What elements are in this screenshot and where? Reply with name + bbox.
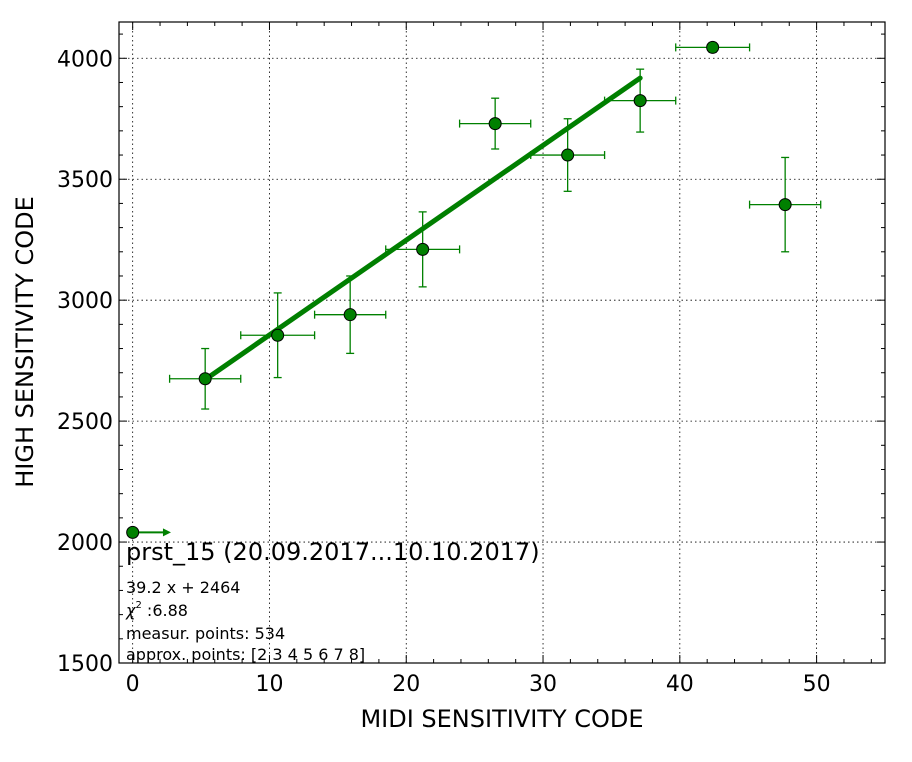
- chi-symbol: χ: [125, 601, 136, 620]
- y-tick-label: 3500: [57, 168, 113, 193]
- data-point-marker: [416, 242, 430, 256]
- annotation-chi: χ2 :6.88: [125, 600, 188, 620]
- data-point: [748, 156, 822, 253]
- x-tick-label: 40: [666, 672, 694, 697]
- x-arrow-head: [162, 528, 171, 537]
- x-axis-label: MIDI SENSITIVITY CODE: [360, 705, 643, 733]
- data-point: [530, 118, 606, 192]
- data-point-marker: [778, 198, 792, 212]
- data-point: [458, 97, 532, 150]
- data-points: [126, 40, 822, 539]
- y-tick-label: 1500: [57, 652, 113, 677]
- plot-frame: [118, 21, 886, 664]
- x-tick-label: 50: [803, 672, 831, 697]
- grid: [119, 22, 885, 664]
- data-point-marker: [198, 372, 212, 386]
- x-tick-labels: 0 10 20 30 40 50: [126, 672, 831, 697]
- chi-value: :6.88: [142, 601, 188, 620]
- data-point-marker: [706, 40, 720, 54]
- data-point-marker: [488, 117, 502, 131]
- data-point: [168, 347, 242, 410]
- x-tick-label: 10: [255, 672, 283, 697]
- annotation-measur-points: measur. points: 534: [126, 624, 285, 643]
- y-tick-label: 2500: [57, 410, 113, 435]
- x-tick-label: 30: [529, 672, 557, 697]
- data-point: [240, 292, 316, 379]
- annotation-box: prst_15 (20.09.2017...10.10.2017) 39.2 x…: [125, 538, 540, 664]
- x-tick-label: 20: [392, 672, 420, 697]
- y-axis-label: HIGH SENSITIVITY CODE: [11, 196, 39, 488]
- chi-sup: 2: [135, 600, 141, 611]
- minor-ticks: [119, 22, 885, 664]
- data-point-marker: [343, 308, 357, 322]
- data-point: [675, 40, 751, 54]
- data-point-marker: [271, 328, 285, 342]
- data-point-marker: [126, 525, 140, 539]
- y-tick-label: 2000: [57, 531, 113, 556]
- annotation-title: prst_15 (20.09.2017...10.10.2017): [126, 538, 540, 566]
- y-tick-label: 3000: [57, 289, 113, 314]
- annotation-equation: 39.2 x + 2464: [126, 578, 240, 597]
- data-point: [385, 211, 461, 288]
- x-tick-label: 0: [126, 672, 140, 697]
- data-point-marker: [633, 94, 647, 108]
- annotation-approx-points: approx. points: [2 3 4 5 6 7 8]: [126, 645, 365, 664]
- data-point: [313, 275, 387, 355]
- y-tick-label: 4000: [57, 47, 113, 72]
- data-point: [603, 68, 677, 133]
- y-tick-labels: 1500 2000 2500 3000 3500 4000: [57, 47, 113, 677]
- data-point-arrow: [126, 525, 171, 539]
- data-point-marker: [561, 148, 575, 162]
